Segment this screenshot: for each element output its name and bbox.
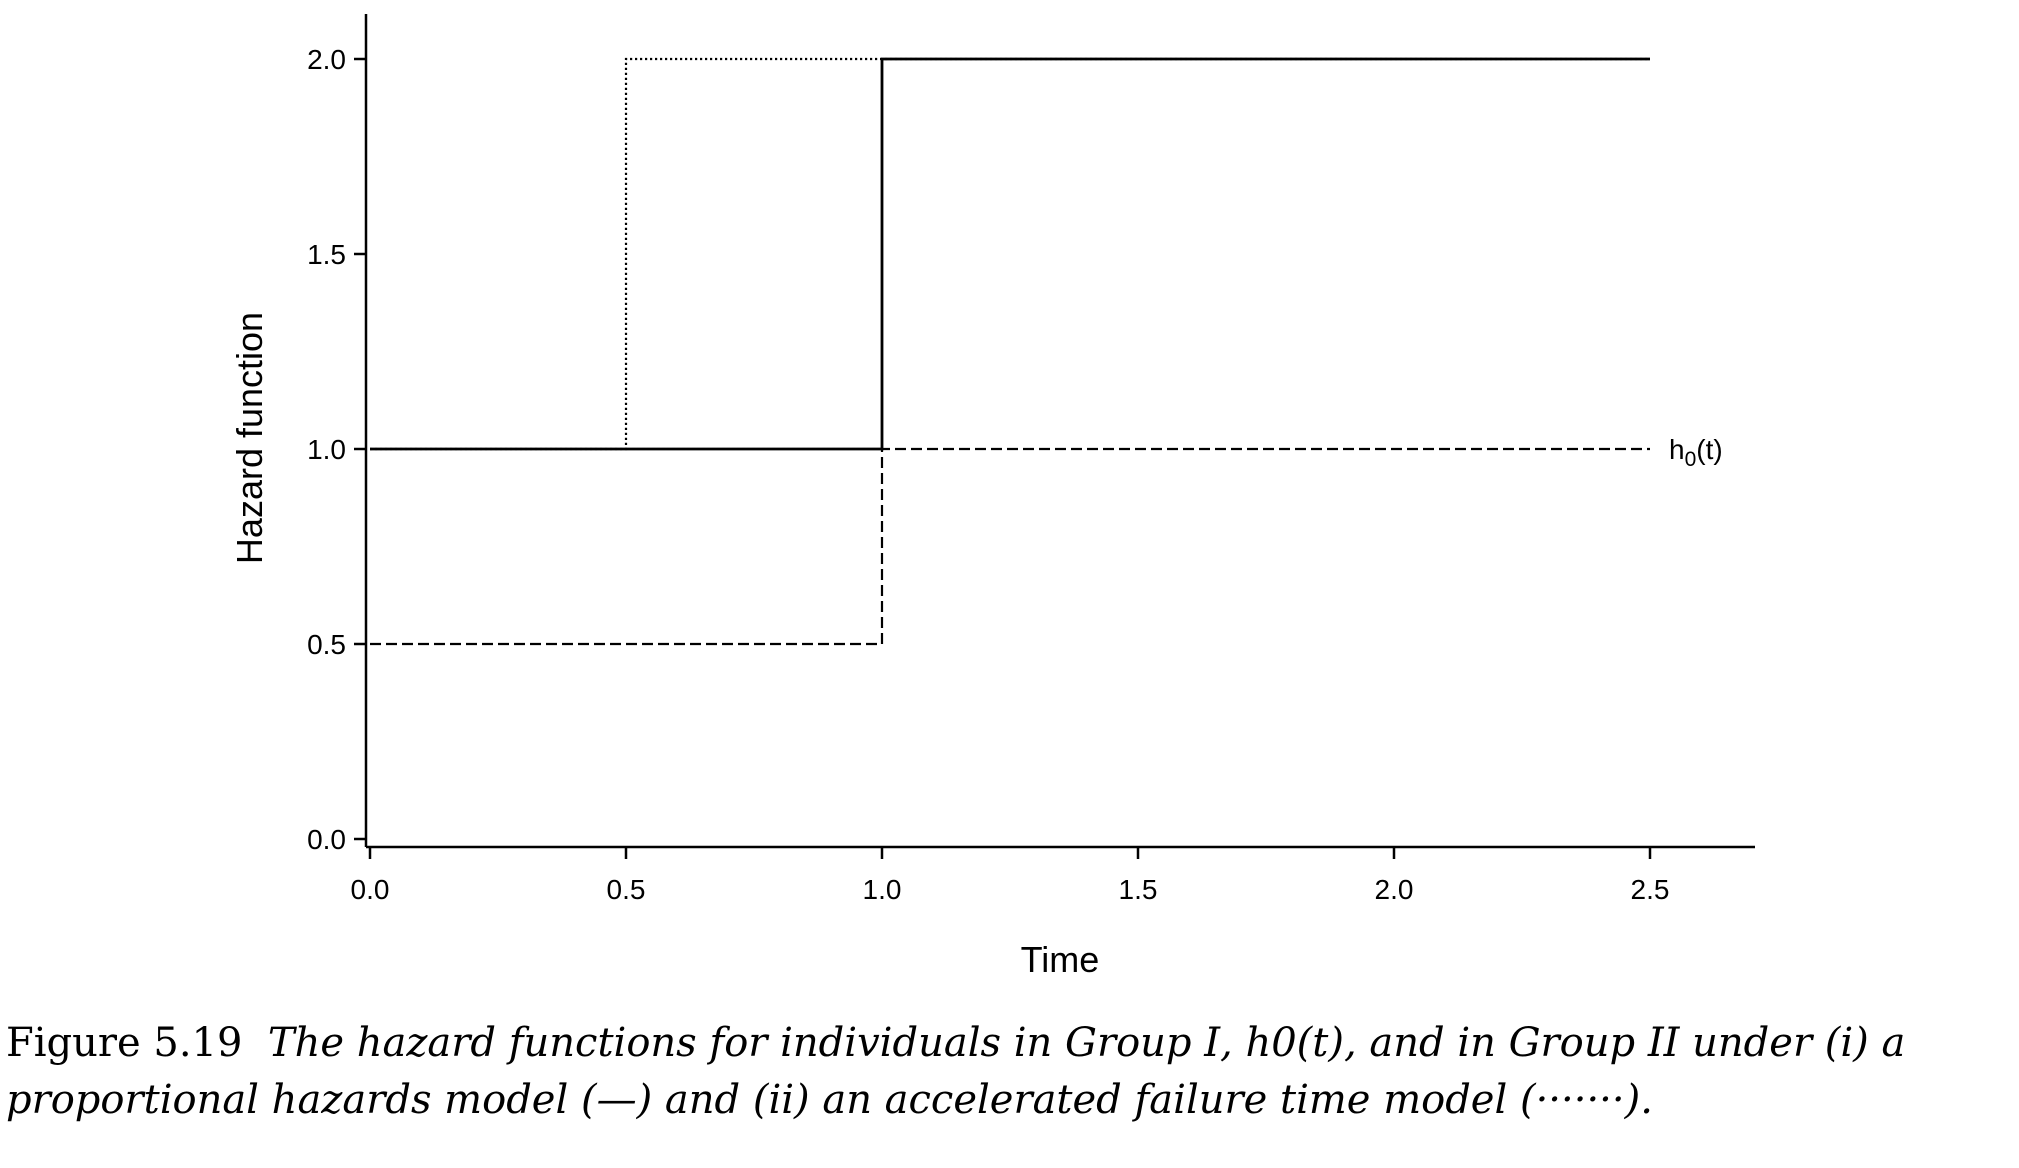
- h0-annotation: h0(t): [1669, 434, 1723, 471]
- y-tick-label: 0.5: [307, 629, 346, 660]
- y-tick-label: 1.0: [307, 434, 346, 465]
- y-tick-label: 1.5: [307, 239, 346, 270]
- series-dotted-line: [370, 57, 1650, 451]
- x-tick-label: 1.0: [863, 874, 902, 905]
- x-ticks: 0.0 0.5 1.0 1.5 2.0 2.5: [351, 847, 1670, 905]
- series-solid-line: [370, 57, 1650, 451]
- caption-text-line-1: The hazard functions for individuals in …: [267, 1020, 1906, 1066]
- x-tick-label: 1.5: [1119, 874, 1158, 905]
- x-tick-label: 0.5: [607, 874, 646, 905]
- y-ticks: 0.0 0.5 1.0 1.5 2.0: [307, 44, 366, 855]
- caption-line-2: proportional hazards model (—) and (ii) …: [6, 1072, 2011, 1129]
- x-axis-title: Time: [1021, 939, 1100, 980]
- y-tick-label: 2.0: [307, 44, 346, 75]
- series-dashed-line: [370, 447, 1650, 646]
- hazard-chart: 0.0 0.5 1.0 1.5 2.0 2.5 0.00.51.01.52.0 Time …: [229, 14, 1755, 980]
- x-tick-label: 2.0: [1375, 874, 1414, 905]
- x-tick-label: 2.5: [1631, 874, 1670, 905]
- axes: [364, 14, 1755, 849]
- x-tick-label: 0.0: [351, 874, 390, 905]
- caption-figure-number: Figure 5.19: [6, 1020, 243, 1066]
- figure-caption: Figure 5.19 The hazard functions for ind…: [6, 1015, 2011, 1129]
- y-axis-title: Hazard function: [229, 312, 270, 564]
- caption-text-line-2: proportional hazards model (—) and (ii) …: [6, 1077, 1653, 1123]
- caption-line-1: Figure 5.19 The hazard functions for ind…: [6, 1015, 2011, 1072]
- y-tick-label: 0.0: [307, 824, 346, 855]
- series-group: [370, 57, 1650, 646]
